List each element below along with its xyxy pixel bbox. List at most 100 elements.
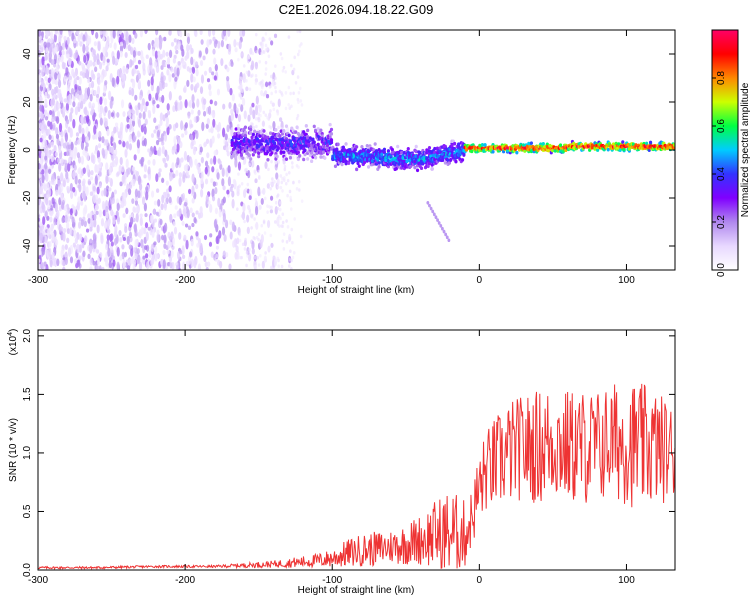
- spectrogram-noise-pixel: [58, 122, 63, 133]
- spectrogram-noise-pixel: [241, 242, 245, 247]
- spectrogram-noise-pixel: [157, 198, 161, 207]
- spectrogram-noise-pixel: [79, 233, 83, 242]
- spectrogram-noise-pixel: [212, 118, 216, 128]
- spectrogram-noise-pixel: [280, 264, 284, 269]
- spectrogram-noise-pixel: [73, 230, 77, 238]
- spectrogram-signal-pixel: [460, 158, 465, 162]
- spectrogram-signal-pixel: [316, 127, 320, 131]
- colorbar-tick-label: 0.6: [716, 119, 727, 133]
- spectrogram-signal-pixel: [253, 129, 257, 134]
- spectrogram-noise-pixel: [291, 69, 295, 76]
- spectrogram-noise-pixel: [153, 145, 157, 155]
- spectrogram-noise-pixel: [77, 179, 82, 185]
- spectrogram-noise-pixel: [237, 85, 241, 90]
- spectrogram-signal-pixel: [344, 142, 348, 146]
- spectrogram-noise-pixel: [190, 109, 194, 115]
- spectrogram-noise-pixel: [96, 224, 100, 234]
- spectrogram-noise-pixel: [191, 185, 195, 195]
- spectrogram-signal-pixel: [470, 149, 474, 154]
- spectrogram-noise-pixel: [215, 245, 220, 250]
- spectrogram-noise-pixel: [38, 258, 41, 263]
- spectrogram-noise-pixel: [281, 189, 284, 193]
- spectrogram-noise-pixel: [162, 157, 167, 164]
- spectrogram-noise-pixel: [155, 125, 159, 130]
- spectrogram-signal-pixel: [314, 155, 318, 160]
- spectrogram-noise-pixel: [38, 86, 41, 95]
- spectrogram-noise-pixel: [246, 254, 249, 258]
- spectrogram-noise-pixel: [258, 81, 262, 86]
- spectrogram-noise-pixel: [98, 161, 102, 169]
- spectrogram-noise-pixel: [222, 127, 226, 138]
- spectrogram-noise-pixel: [100, 190, 105, 197]
- spectrogram-noise-pixel: [134, 200, 139, 206]
- spectrogram-noise-pixel: [55, 133, 60, 140]
- spectrogram-noise-pixel: [190, 238, 194, 247]
- spectrogram-noise-pixel: [262, 38, 266, 42]
- spectrogram-noise-pixel: [211, 135, 215, 144]
- spectrogram-noise-pixel: [74, 140, 78, 146]
- spectrogram-noise-pixel: [168, 255, 173, 263]
- spectrogram-noise-pixel: [193, 116, 197, 123]
- spectrogram-noise-pixel: [126, 235, 130, 245]
- spectrogram-noise-pixel: [74, 237, 78, 244]
- spectrogram-noise-pixel: [125, 158, 129, 169]
- spectrogram-noise-pixel: [67, 247, 72, 257]
- spectrogram-signal-pixel: [233, 150, 237, 155]
- spectrogram-signal-pixel: [377, 165, 381, 169]
- spectrogram-noise-pixel: [47, 205, 51, 210]
- spectrogram-noise-pixel: [46, 87, 50, 92]
- spectrogram-noise-pixel: [66, 228, 70, 234]
- spectrogram-noise-pixel: [209, 158, 214, 165]
- spectrogram-noise-pixel: [258, 59, 262, 64]
- spectrogram-noise-pixel: [90, 30, 95, 36]
- spectrogram-signal-pixel: [241, 142, 245, 147]
- spectrogram-noise-pixel: [246, 226, 250, 235]
- spectrogram-signal-pixel: [249, 131, 253, 135]
- spectrogram-noise-pixel: [164, 162, 168, 168]
- spectrogram-noise-pixel: [60, 248, 64, 259]
- spectrogram-noise-pixel: [187, 225, 192, 231]
- spectrogram-noise-pixel: [187, 111, 191, 119]
- spectrogram-noise-pixel: [166, 249, 170, 255]
- spectrogram-signal-pixel: [307, 144, 311, 148]
- spectrogram-noise-pixel: [60, 97, 64, 104]
- spectrogram-noise-pixel: [56, 258, 60, 267]
- spectrogram-noise-pixel: [45, 30, 49, 38]
- spectrogram-noise-pixel: [158, 137, 162, 142]
- spectrogram-noise-pixel: [270, 91, 273, 96]
- spectrogram-noise-pixel: [143, 125, 147, 135]
- spectrogram-noise-pixel: [176, 157, 180, 166]
- spectrogram-signal-pixel: [283, 143, 287, 147]
- spectrogram-noise-pixel: [64, 244, 68, 250]
- colorbar-tick-label: 0.8: [716, 71, 727, 85]
- spectrogram-signal-pixel: [483, 143, 487, 147]
- spectrogram-noise-pixel: [261, 120, 266, 127]
- spectrogram-noise-pixel: [111, 77, 115, 87]
- spectrogram-tail-pixel: [434, 215, 438, 219]
- spectrogram-noise-pixel: [105, 139, 109, 147]
- spectrogram-noise-pixel: [102, 46, 106, 56]
- spectrogram-noise-pixel: [128, 89, 132, 96]
- spectrogram-signal-pixel: [237, 126, 241, 131]
- spectrogram-noise-pixel: [93, 41, 98, 47]
- spectrogram-noise-pixel: [279, 174, 283, 178]
- spectrogram-signal-pixel: [276, 146, 281, 150]
- spectrogram-noise-pixel: [73, 38, 77, 44]
- spectrogram-xtick-label: 100: [618, 275, 635, 286]
- spectrogram-noise-pixel: [234, 251, 238, 260]
- spectrogram-signal-pixel: [370, 159, 375, 163]
- spectrogram-noise-pixel: [44, 98, 48, 107]
- spectrogram-signal-pixel: [239, 139, 244, 144]
- spectrogram-signal-pixel: [308, 136, 312, 140]
- spectrogram-noise-pixel: [281, 239, 285, 243]
- spectrogram-noise-pixel: [257, 232, 261, 237]
- spectrogram-noise-pixel: [240, 181, 244, 186]
- spectrogram-noise-pixel: [45, 264, 49, 270]
- spectrogram-noise-pixel: [178, 176, 182, 187]
- spectrogram-signal-pixel: [443, 161, 447, 165]
- spectrogram-noise-pixel: [279, 52, 283, 56]
- colorbar-tick-label: 0.0: [716, 263, 727, 277]
- spectrogram-noise-pixel: [64, 162, 68, 170]
- spectrogram-noise-pixel: [154, 245, 158, 254]
